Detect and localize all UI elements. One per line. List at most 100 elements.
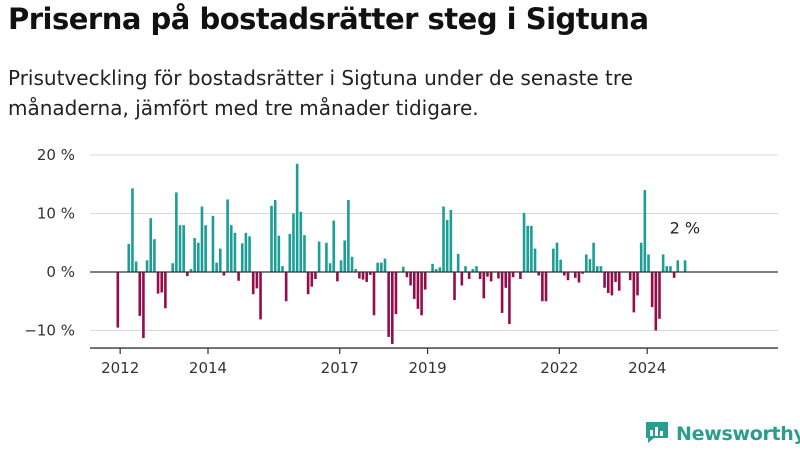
chart-bar: [336, 272, 339, 282]
chart-bar: [676, 260, 680, 272]
chart-bar: [193, 238, 196, 272]
chart-bar: [544, 272, 548, 302]
y-tick-label: 10 %: [37, 205, 75, 223]
chart-bar: [387, 272, 390, 337]
newsworthy-brand[interactable]: Newsworthy: [644, 420, 800, 448]
chart-bar: [592, 242, 595, 272]
chart-bar: [394, 272, 398, 315]
chart-bar: [131, 188, 134, 272]
chart-bar: [303, 235, 306, 272]
chart-bar: [270, 205, 273, 272]
chart-bar: [361, 272, 365, 280]
chart-bar: [658, 272, 661, 319]
chart-bar: [416, 272, 420, 309]
chart-bar: [229, 225, 233, 272]
chart-bar: [233, 232, 237, 273]
chart-bar: [149, 218, 153, 272]
chart-bar: [467, 272, 471, 280]
chart-bar: [171, 263, 174, 272]
chart-bar: [650, 272, 654, 308]
chart-bar: [288, 233, 292, 272]
chart-bar: [134, 261, 138, 272]
chart-bar: [500, 272, 504, 313]
chart-bar: [566, 272, 570, 281]
chart-bar: [628, 272, 632, 281]
x-tick-label: 2012: [101, 359, 139, 377]
chart-bar: [464, 266, 467, 272]
chart-bar: [647, 254, 650, 272]
chart-bar: [584, 254, 588, 272]
chart-bar: [610, 272, 614, 296]
chart-bar: [482, 272, 486, 299]
chart-bar: [299, 211, 303, 273]
chart-bar: [281, 266, 284, 272]
chart-bar: [204, 225, 207, 272]
chart-bar: [617, 272, 621, 291]
chart-bar: [365, 272, 368, 282]
chart-bar: [376, 262, 379, 272]
chart-bar: [438, 267, 442, 272]
chart-bar: [222, 272, 226, 276]
chart-bar: [138, 272, 142, 316]
chart-bar: [456, 253, 460, 272]
chart-bar: [306, 272, 310, 295]
chart-bar: [533, 248, 537, 272]
chart-bar: [636, 272, 639, 296]
chart-bar: [672, 272, 676, 278]
chart-bar: [669, 266, 672, 272]
chart-bar: [325, 242, 328, 272]
chart-bar: [530, 225, 533, 272]
chart-bar: [182, 225, 185, 272]
chart-bar: [372, 272, 376, 316]
chart-bar: [453, 272, 456, 301]
chart-bar: [632, 272, 636, 313]
chart-bar: [116, 272, 120, 328]
chart-bar: [409, 272, 412, 286]
chart-bar: [314, 272, 317, 280]
chart-bar: [175, 192, 178, 272]
chart-bar: [251, 272, 255, 295]
chart-bar: [471, 269, 475, 272]
chart-bar: [292, 213, 295, 272]
y-tick-label: 20 %: [37, 146, 75, 164]
chart-bar: [665, 266, 669, 272]
chart-bar: [445, 219, 449, 272]
chart-bar: [449, 209, 453, 272]
chart-bar: [431, 263, 434, 272]
chart-bar: [420, 272, 423, 316]
chart-bar: [401, 266, 405, 272]
chart-bar: [489, 272, 493, 282]
chart-bar: [522, 212, 526, 272]
chart-bar: [475, 266, 478, 272]
chart-bar: [508, 272, 511, 325]
chart-bar: [200, 206, 204, 272]
chart-bar: [380, 262, 383, 272]
chart-bar: [643, 190, 647, 272]
chart-bar: [186, 272, 189, 277]
chart-bar: [606, 272, 610, 294]
chart-bar: [497, 272, 500, 279]
x-tick-label: 2014: [189, 359, 227, 377]
chart-bar: [354, 269, 357, 272]
chart-bar: [478, 272, 482, 280]
chart-bar: [339, 260, 343, 272]
chart-bar: [519, 272, 522, 280]
chart-bar: [654, 272, 658, 331]
chart-bar: [588, 259, 592, 272]
chart-bar: [391, 272, 394, 344]
bar-layer: [116, 163, 687, 344]
chart-bar: [218, 248, 222, 272]
chart-bar: [160, 272, 164, 293]
chart-bar: [442, 206, 445, 272]
chart-bar: [614, 272, 617, 282]
chart-bar: [350, 256, 354, 272]
chart-bar: [347, 200, 350, 272]
brand-name: Newsworthy: [676, 423, 800, 445]
chart-bar: [189, 269, 193, 272]
chart-bar: [244, 232, 248, 273]
chart-bar: [142, 272, 145, 339]
chart-bar: [599, 266, 603, 272]
chart-bar: [248, 236, 251, 272]
chart-bar: [537, 272, 540, 276]
chart-bar: [683, 260, 687, 272]
